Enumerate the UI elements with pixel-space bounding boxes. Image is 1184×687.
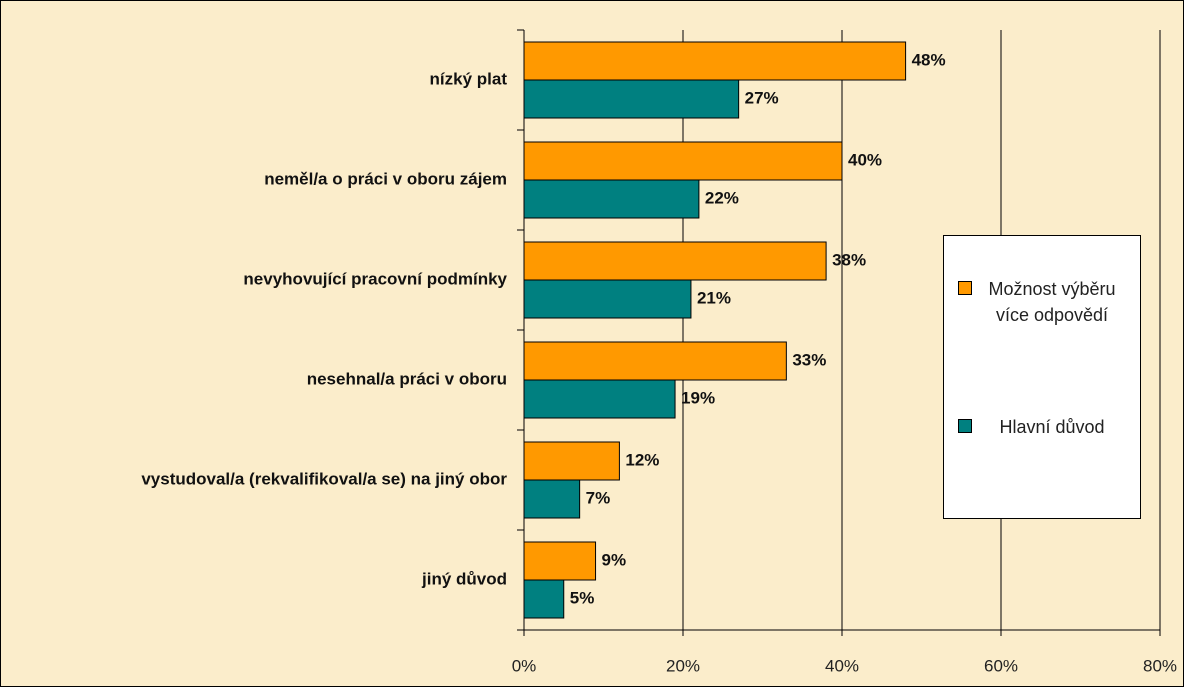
x-tick-label: 60%	[984, 656, 1018, 675]
legend-label: Hlavní důvod	[999, 417, 1105, 437]
bar	[523, 579, 565, 619]
value-label: 27%	[745, 88, 779, 107]
x-tick-label: 0%	[512, 656, 537, 675]
bar	[523, 379, 676, 419]
value-label: 19%	[681, 388, 715, 407]
category-label: nesehnal/a práci v oboru	[307, 369, 507, 388]
bar	[523, 141, 843, 181]
bar	[523, 279, 692, 319]
x-tick-label: 20%	[666, 656, 700, 675]
category-label: nízký plat	[430, 69, 508, 88]
value-label: 48%	[912, 50, 946, 69]
category-label: neměl/a o práci v oboru zájem	[264, 169, 507, 188]
legend-item: Možnost výběru více odpovědí	[958, 276, 1143, 328]
bar	[523, 79, 740, 119]
category-label: vystudoval/a (rekvalifikoval/a se) na ji…	[141, 469, 507, 488]
bar	[523, 179, 700, 219]
bar	[523, 479, 581, 519]
legend-swatch	[958, 419, 972, 433]
x-tick-label: 80%	[1143, 656, 1177, 675]
value-label: 9%	[602, 550, 627, 569]
value-label: 33%	[792, 350, 826, 369]
x-tick-label: 40%	[825, 656, 859, 675]
bar	[523, 541, 597, 581]
bar	[523, 441, 620, 481]
value-label: 40%	[848, 150, 882, 169]
legend-label: Možnost výběru více odpovědí	[988, 279, 1116, 326]
value-label: 7%	[586, 488, 611, 507]
bar	[523, 41, 907, 81]
legend-swatch	[958, 281, 972, 295]
value-label: 22%	[705, 188, 739, 207]
legend-item: Hlavní důvod	[958, 414, 1143, 440]
category-label: jiný důvod	[421, 569, 507, 588]
value-label: 21%	[697, 288, 731, 307]
bar	[523, 241, 827, 281]
bar	[523, 341, 787, 381]
value-label: 12%	[625, 450, 659, 469]
value-label: 5%	[570, 588, 595, 607]
legend: Možnost výběru více odpovědí Hlavní důvod	[943, 235, 1141, 519]
value-label: 38%	[832, 250, 866, 269]
category-label: nevyhovující pracovní podmínky	[243, 269, 507, 288]
